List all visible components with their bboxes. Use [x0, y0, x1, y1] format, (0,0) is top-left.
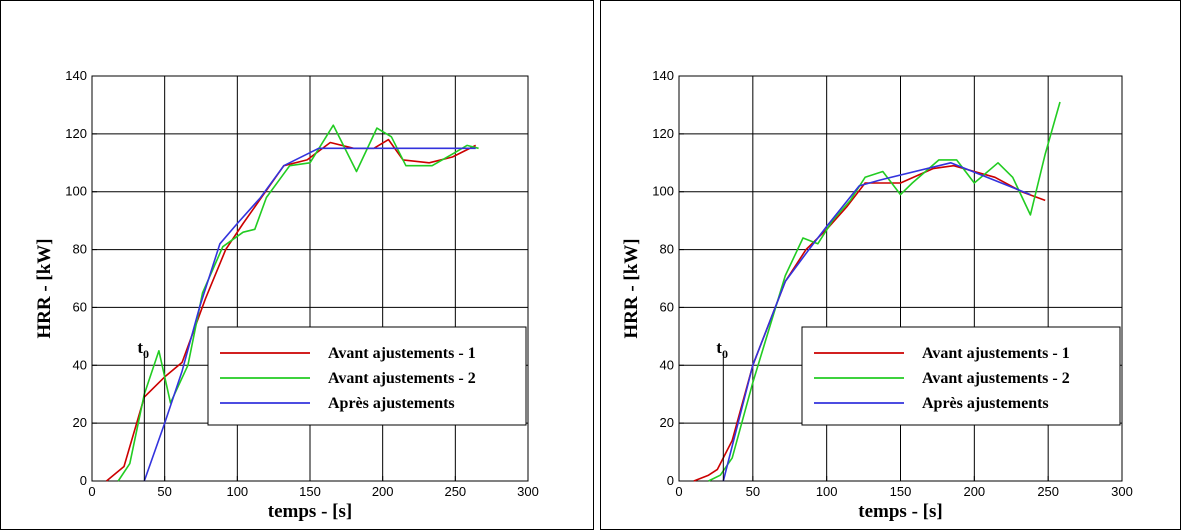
y-tick-label: 0 — [667, 473, 674, 488]
y-tick-label: 140 — [652, 68, 674, 83]
legend-label-2: Avant ajustements - 2 — [328, 370, 476, 387]
x-tick-label: 250 — [444, 484, 466, 499]
chart-panel-left: 0 50 100 150 200 250 300 0 20 40 60 80 100 120 140 temp… — [0, 0, 594, 530]
hrr-chart-left: 0 50 100 150 200 250 300 0 20 40 60 80 100 120 140 temp… — [34, 68, 539, 522]
y-axis-title: HRR - [kW] — [34, 238, 55, 338]
t0-marker-label: t0 — [716, 338, 728, 361]
legend-label-1: Avant ajustements - 1 — [922, 345, 1070, 362]
x-axis-title: temps - [s] — [268, 501, 352, 522]
x-tick-label: 0 — [88, 484, 95, 499]
x-tick-label: 250 — [1037, 484, 1059, 499]
y-axis-title: HRR - [kW] — [621, 238, 642, 338]
y-tick-label: 20 — [660, 415, 674, 430]
x-tick-label: 50 — [157, 484, 171, 499]
y-tick-label: 120 — [65, 126, 87, 141]
x-tick-label: 0 — [675, 484, 682, 499]
hrr-chart-right: 0 50 100 150 200 250 300 0 20 40 60 80 100 120 140 temp… — [621, 68, 1133, 522]
legend-label-3: Après ajustements — [328, 395, 455, 412]
x-tick-label: 100 — [816, 484, 838, 499]
chart-panel-right: 0 50 100 150 200 250 300 0 20 40 60 80 100 120 140 temp… — [600, 0, 1181, 530]
y-tick-label: 20 — [73, 415, 87, 430]
legend: Avant ajustements - 1 Avant ajustements -… — [801, 326, 1121, 426]
legend-label-1: Avant ajustements - 1 — [328, 345, 476, 362]
x-tick-label: 50 — [746, 484, 760, 499]
series-line-2 — [708, 101, 1061, 482]
legend-box — [207, 326, 527, 426]
x-tick-label: 150 — [890, 484, 912, 499]
y-tick-label: 40 — [660, 357, 674, 372]
y-tick-label: 80 — [73, 242, 87, 257]
x-tick-label: 300 — [1111, 484, 1133, 499]
x-tick-label: 100 — [226, 484, 248, 499]
y-tick-label: 0 — [80, 473, 87, 488]
legend-label-2: Avant ajustements - 2 — [922, 370, 1070, 387]
x-axis-title: temps - [s] — [858, 501, 942, 522]
y-tick-label: 100 — [65, 184, 87, 199]
series-line-2 — [117, 124, 479, 482]
series-line-3 — [722, 162, 1031, 482]
legend: Avant ajustements - 1 Avant ajustements -… — [207, 326, 527, 426]
legend-box — [801, 326, 1121, 426]
series-line-1 — [693, 164, 1046, 482]
x-tick-label: 200 — [372, 484, 394, 499]
x-tick-label: 200 — [963, 484, 985, 499]
y-tick-label: 100 — [652, 184, 674, 199]
y-tick-label: 120 — [652, 126, 674, 141]
legend-label-3: Après ajustements — [922, 395, 1049, 412]
t0-marker-label: t0 — [137, 338, 149, 361]
y-tick-label: 40 — [73, 357, 87, 372]
y-tick-label: 60 — [660, 299, 674, 314]
x-tick-label: 150 — [299, 484, 321, 499]
x-tick-label: 300 — [517, 484, 539, 499]
series-line-3 — [143, 147, 476, 482]
y-tick-label: 80 — [660, 242, 674, 257]
y-tick-label: 140 — [65, 68, 87, 83]
y-tick-label: 60 — [73, 299, 87, 314]
